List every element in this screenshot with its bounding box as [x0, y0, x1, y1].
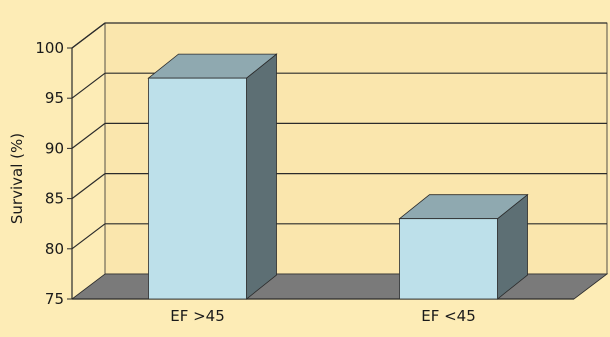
bar-front [148, 77, 247, 300]
gridline-side [71, 223, 106, 250]
bar-side [246, 53, 277, 300]
bar-2 [398, 193, 529, 300]
y-axis-top-edge [71, 22, 106, 49]
y-tick-label: 80 [45, 240, 64, 258]
bar-1 [147, 53, 278, 300]
y-tick-label: 95 [45, 89, 64, 107]
bar-front [399, 218, 498, 300]
y-tick-label: 90 [45, 139, 64, 157]
bars [147, 53, 529, 300]
y-axis-label: Survival (%) [8, 133, 26, 224]
x-tick-labels: EF >45 EF <45 [170, 307, 476, 325]
y-tick-label: 75 [45, 290, 64, 308]
gridline-side [71, 72, 106, 99]
y-tick-label: 100 [35, 39, 64, 57]
gridline-side [71, 173, 106, 200]
y-tick-labels: 75 80 85 90 95 100 [35, 39, 64, 308]
y-tick-label: 85 [45, 190, 64, 208]
x-tick-label: EF <45 [421, 307, 476, 325]
gridline-side [71, 122, 106, 149]
x-tick-label: EF >45 [170, 307, 225, 325]
